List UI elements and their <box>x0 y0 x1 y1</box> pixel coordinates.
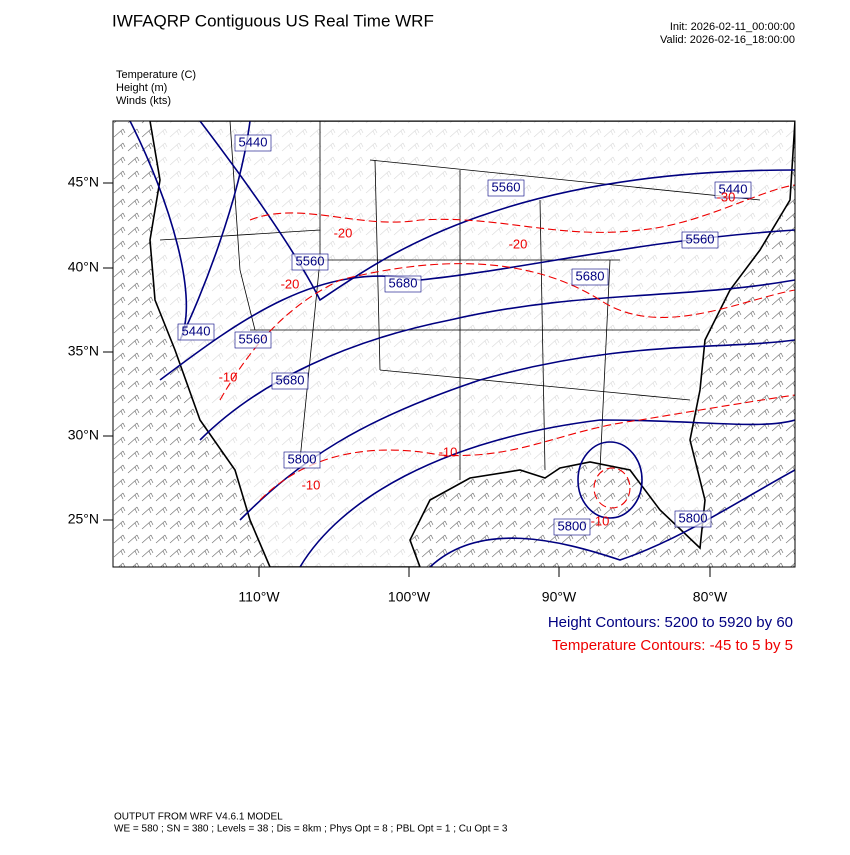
temperature-label: -20 <box>509 236 528 251</box>
height-label: 5560 <box>686 231 715 246</box>
lon-label: 110°W <box>238 589 280 605</box>
map <box>113 121 795 567</box>
height-label: 5680 <box>389 275 418 290</box>
field-label: Temperature (C) <box>116 69 196 81</box>
lon-label: 80°W <box>693 589 728 605</box>
footer-line: WE = 580 ; SN = 380 ; Levels = 38 ; Dis … <box>114 824 508 835</box>
temperature-label: -10 <box>219 369 238 384</box>
height-label-box <box>681 231 719 249</box>
height-label: 5440 <box>719 181 748 196</box>
height-label-box <box>674 510 712 528</box>
temperature-contours <box>219 184 795 509</box>
height-legend: Height Contours: 5200 to 5920 by 60 <box>548 614 793 631</box>
temperature-legend: Temperature Contours: -45 to 5 by 5 <box>552 637 793 654</box>
lat-label: 40°N <box>68 259 99 275</box>
height-label-box <box>234 134 272 152</box>
title: IWFAQRP Contiguous US Real Time WRF <box>112 11 434 30</box>
height-label-box <box>271 372 309 390</box>
height-label: 5560 <box>296 253 325 268</box>
height-label-box <box>714 181 752 199</box>
height-label-box <box>291 253 329 271</box>
height-label: 5560 <box>239 331 268 346</box>
lon-label: 90°W <box>542 589 577 605</box>
temperature-label: -10 <box>591 513 610 528</box>
lat-label: 25°N <box>68 511 99 527</box>
lat-label: 35°N <box>68 343 99 359</box>
height-label-box <box>553 518 591 536</box>
height-label: 5440 <box>239 134 268 149</box>
footer-line: OUTPUT FROM WRF V4.6.1 MODEL <box>114 812 283 823</box>
height-label: 5680 <box>276 372 305 387</box>
height-label: 5440 <box>182 323 211 338</box>
lat-label: 45°N <box>68 174 99 190</box>
height-label-box <box>283 451 321 469</box>
lat-label: 30°N <box>68 427 99 443</box>
temperature-label: -10 <box>302 477 321 492</box>
height-label-box <box>234 331 272 349</box>
height-label: 5800 <box>558 518 587 533</box>
height-label-box <box>384 275 422 293</box>
lon-label: 100°W <box>388 589 431 605</box>
temperature-label: -30 <box>717 189 736 204</box>
field-label: Height (m) <box>116 82 167 94</box>
height-label: 5800 <box>679 510 708 525</box>
temperature-label: -20 <box>334 225 353 240</box>
height-label: 5800 <box>288 451 317 466</box>
init-time: Init: 2026-02-11_00:00:00 <box>670 21 795 33</box>
temperature-label: -10 <box>439 444 458 459</box>
height-label-box <box>177 323 215 341</box>
field-label: Winds (kts) <box>116 95 171 107</box>
valid-time: Valid: 2026-02-16_18:00:00 <box>660 34 795 46</box>
temperature-label: -20 <box>281 276 300 291</box>
height-label-box <box>487 179 525 197</box>
height-label: 5680 <box>576 268 605 283</box>
height-label-box <box>571 268 609 286</box>
height-label: 5560 <box>492 179 521 194</box>
plot-frame <box>112 120 796 568</box>
